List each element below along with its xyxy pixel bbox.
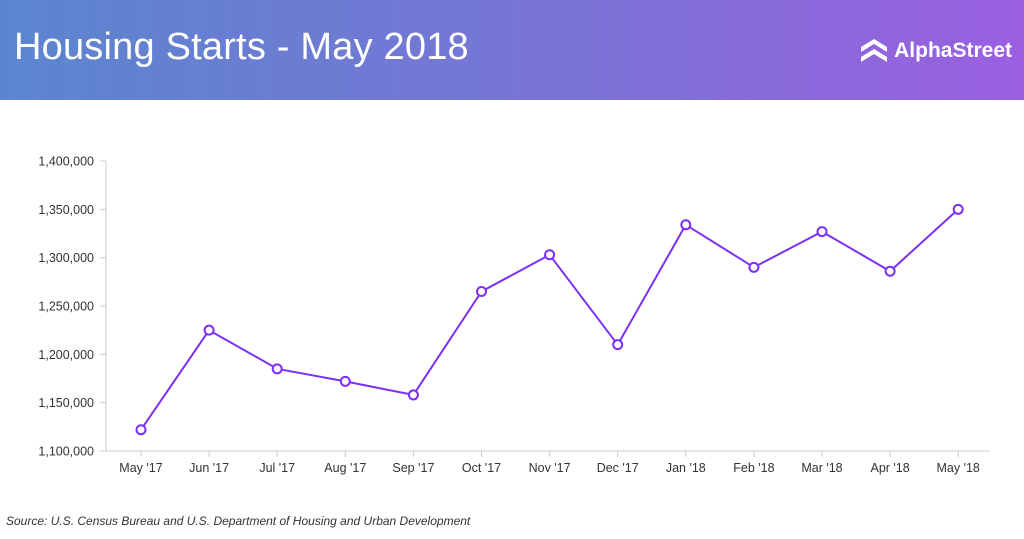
y-tick-label: 1,350,000 [38, 203, 94, 217]
x-tick-label: Dec '17 [597, 461, 639, 475]
data-point [544, 249, 556, 261]
data-point [407, 389, 419, 401]
data-point [884, 265, 896, 277]
y-tick-label: 1,250,000 [38, 300, 94, 314]
source-note: Source: U.S. Census Bureau and U.S. Depa… [6, 514, 471, 528]
x-tick-label: Jul '17 [259, 461, 295, 475]
data-point [339, 375, 351, 387]
data-point [612, 339, 624, 351]
data-point [135, 424, 147, 436]
x-tick-label: Apr '18 [870, 461, 909, 475]
header-banner: Housing Starts - May 2018 AlphaStreet [0, 0, 1024, 100]
x-tick-label: Jan '18 [666, 461, 706, 475]
x-tick-label: Sep '17 [392, 461, 434, 475]
x-tick-label: May '17 [119, 461, 162, 475]
x-tick-label: Oct '17 [462, 461, 501, 475]
data-point [203, 324, 215, 336]
x-tick-label: Nov '17 [529, 461, 571, 475]
x-tick-label: May '18 [937, 461, 980, 475]
y-axis: 1,100,000 1,150,000 1,200,000 1,250,000 1,30… [38, 155, 107, 459]
x-axis: May '17 Jun '17 Jul '17 Aug '17 Sep '17 Oct '… [106, 450, 990, 475]
data-point [748, 261, 760, 273]
data-point [816, 226, 828, 238]
data-point [952, 203, 964, 215]
x-tick-label: Feb '18 [733, 461, 774, 475]
series-housing-starts [135, 203, 964, 436]
x-tick-label: Aug '17 [324, 461, 366, 475]
data-point [680, 219, 692, 231]
series-line [140, 208, 959, 431]
brand-logo: AlphaStreet [860, 36, 1012, 66]
chart-title: Housing Starts - May 2018 [14, 26, 469, 68]
y-tick-label: 1,200,000 [38, 348, 94, 362]
x-tick-label: Jun '17 [189, 461, 229, 475]
data-point [271, 363, 283, 375]
y-tick-label: 1,150,000 [38, 396, 94, 410]
alphastreet-logo-icon [861, 39, 888, 62]
x-tick-label: Mar '18 [801, 461, 842, 475]
line-chart: 1,100,000 1,150,000 1,200,000 1,250,000 1,30… [38, 155, 990, 475]
y-tick-label: 1,400,000 [38, 155, 94, 169]
y-tick-label: 1,100,000 [38, 445, 94, 459]
brand-name: AlphaStreet [894, 39, 1012, 62]
data-point [476, 286, 487, 297]
y-tick-label: 1,300,000 [38, 251, 94, 265]
